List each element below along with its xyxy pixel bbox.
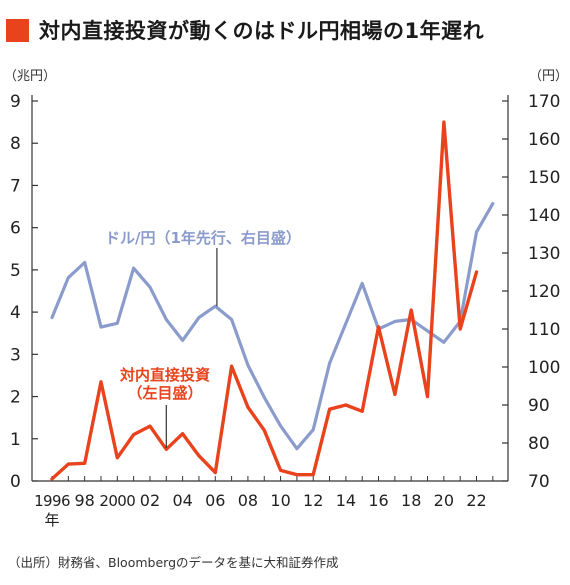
chart-title-text: 対内直接投資が動くのはドル円相場の1年遅れ [39, 19, 485, 43]
usdjpy-series-label: ドル/円（1年先行、右目盛） [105, 229, 301, 247]
x-tick-label: 1996 [34, 492, 70, 510]
left-tick-label: 4 [10, 303, 21, 323]
right-axis-unit: （円） [529, 69, 568, 84]
fdi-series-line [50, 120, 479, 481]
right-tick-label: 140 [528, 206, 560, 226]
x-tick-label: 10 [270, 491, 290, 510]
right-tick-label: 160 [528, 130, 560, 150]
x-tick-label: 20 [434, 491, 454, 510]
right-tick-label: 120 [528, 282, 560, 302]
x-tick-label: 2000 [99, 492, 135, 510]
series-labels: ドル/円（1年先行、右目盛） 対内直接投資（左目盛） [105, 229, 301, 449]
x-tick-label: 02 [140, 491, 160, 510]
chart-title: 対内直接投資が動くのはドル円相場の1年遅れ [6, 10, 484, 50]
fdi-series-label-line1: 対内直接投資 [119, 366, 210, 384]
x-tick-label: 08 [238, 491, 258, 510]
left-tick-label: 6 [10, 219, 21, 239]
x-tick-label: 04 [172, 491, 192, 510]
left-tick-label: 8 [10, 134, 21, 154]
right-tick-label: 150 [528, 168, 560, 188]
x-tick-label: 16 [368, 491, 388, 510]
right-tick-label: 80 [528, 434, 550, 454]
right-tick-label: 170 [528, 92, 560, 112]
x-tick-label: 22 [466, 491, 486, 510]
source-note: （出所）財務省、Bloombergのデータを基に大和証券作成 [8, 555, 339, 570]
series-lines [50, 120, 495, 481]
right-tick-label: 130 [528, 244, 560, 264]
title-marker [6, 18, 29, 42]
right-tick-label: 100 [528, 358, 560, 378]
left-tick-label: 3 [10, 345, 21, 365]
left-tick-label: 0 [10, 472, 21, 492]
left-axis-unit: （兆円） [4, 69, 56, 84]
left-tick-label: 1 [10, 430, 21, 450]
axes: （兆円） （円）012345678970809010011012013014015… [4, 69, 568, 529]
fdi-series-label-line2: （左目盛） [127, 384, 202, 402]
x-tick-label: 14 [336, 491, 356, 510]
right-tick-label: 70 [528, 472, 550, 492]
right-tick-label: 90 [528, 396, 550, 416]
x-tick-label: 98 [74, 491, 94, 510]
right-tick-label: 110 [528, 320, 560, 340]
left-tick-label: 7 [10, 176, 21, 196]
left-tick-label: 2 [10, 388, 21, 408]
left-tick-label: 9 [10, 92, 21, 112]
usdjpy-series-line [50, 202, 495, 451]
left-tick-label: 5 [10, 261, 21, 281]
x-axis-unit: 年 [44, 511, 59, 529]
x-tick-label: 18 [401, 491, 421, 510]
x-tick-label: 12 [303, 491, 323, 510]
x-tick-label: 06 [205, 491, 225, 510]
